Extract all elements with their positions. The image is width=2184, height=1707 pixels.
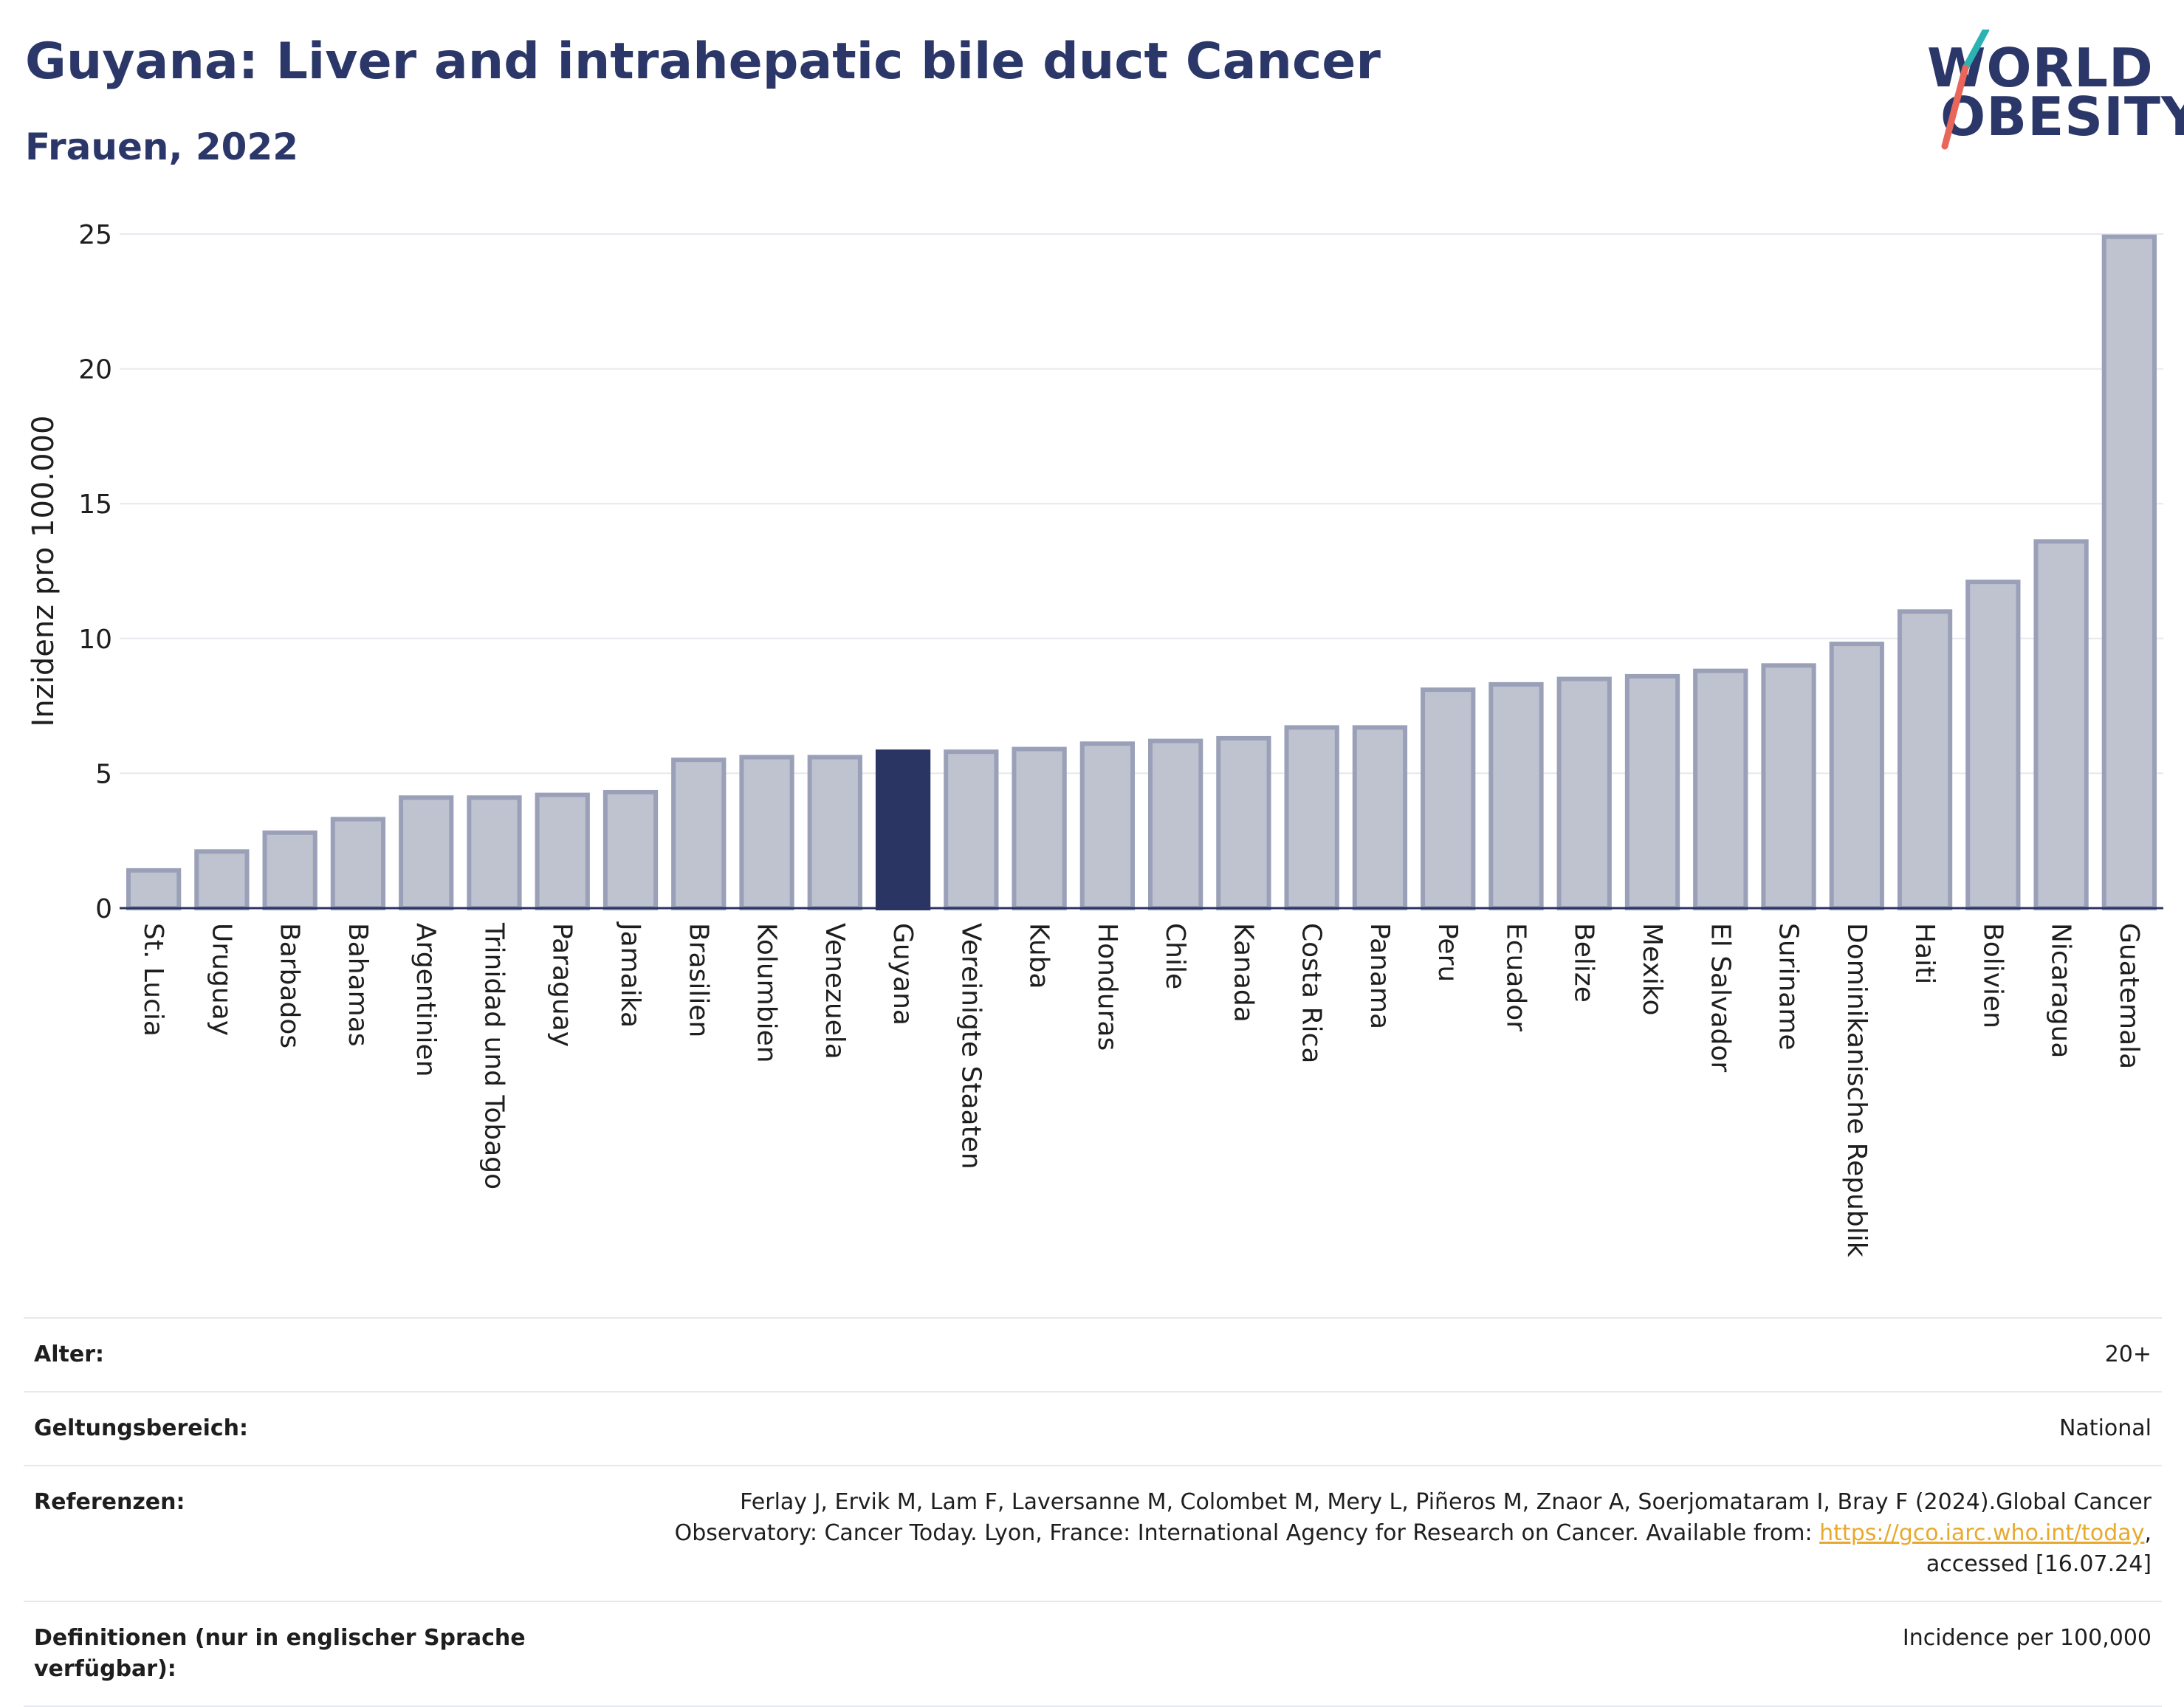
info-label: Geltungsbereich: (34, 1415, 249, 1441)
x-tick-label: Kolumbien (752, 923, 782, 1063)
x-tick-label: Chile (1160, 923, 1190, 989)
bar-suriname (1761, 663, 1816, 910)
x-tick-label: Jamaika (615, 921, 645, 1028)
bar-trinidad-und-tobago (467, 795, 522, 910)
x-tick-label: Mexiko (1637, 923, 1667, 1015)
bar-guyana (875, 749, 931, 911)
x-tick-label: Haiti (1909, 923, 1940, 984)
bar-guatemala (2101, 234, 2157, 911)
info-value: Ferlay J, Ervik M, Lam F, Laversanne M, … (601, 1487, 2152, 1580)
x-tick-label: Barbados (275, 923, 305, 1048)
x-tick-label: Trinidad und Tobago (478, 922, 509, 1189)
bar-haiti (1897, 609, 1953, 911)
chart-subtitle: Frauen, 2022 (25, 126, 299, 168)
bar-paraguay (535, 792, 590, 911)
info-row-definitions: Definitionen (nur in englischer Sprache … (24, 1601, 2162, 1707)
x-tick-label: Paraguay (547, 923, 577, 1047)
bar-kanada (1216, 735, 1271, 911)
x-tick-label: Costa Rica (1297, 923, 1327, 1063)
bar-el-salvador (1693, 668, 1748, 911)
info-row-age: Alter: 20+ (24, 1317, 2162, 1391)
reference-accessed: , accessed [16.07.24] (1926, 1520, 2152, 1577)
logo-slash-icon (1941, 30, 1990, 150)
bar-belize (1556, 676, 1612, 911)
info-label: Alter: (34, 1342, 104, 1367)
bar-argentinien (399, 795, 454, 910)
bar-ecuador (1488, 681, 1544, 910)
y-tick-label: 5 (95, 759, 112, 789)
bar-st-lucia (126, 868, 182, 911)
x-tick-label: Ecuador (1500, 923, 1531, 1031)
y-tick-label: 10 (78, 625, 112, 655)
x-tick-label: Peru (1432, 923, 1463, 982)
bar-dominikanische-republik (1829, 642, 1884, 910)
x-tick-label: Belize (1569, 923, 1599, 1003)
bar-peru (1421, 687, 1476, 910)
y-tick-label: 0 (95, 894, 112, 924)
x-tick-label: Guyana (887, 923, 918, 1026)
x-tick-label: El Salvador (1705, 923, 1735, 1072)
x-tick-label: Honduras (1092, 923, 1122, 1051)
x-tick-label: Suriname (1773, 923, 1804, 1051)
x-tick-label: Nicaragua (2046, 923, 2076, 1058)
x-tick-label: Vereinigte Staaten (955, 923, 986, 1170)
x-tick-label: Bahamas (343, 923, 373, 1047)
bar-mexiko (1624, 673, 1680, 910)
bar-honduras (1079, 741, 1136, 911)
bar-brasilien (671, 758, 727, 911)
info-row-references: Referenzen: Ferlay J, Ervik M, Lam F, La… (24, 1465, 2162, 1601)
y-tick-label: 25 (78, 220, 112, 250)
bar-kuba (1012, 746, 1067, 910)
info-table: Alter: 20+ Geltungsbereich: National Ref… (24, 1317, 2162, 1707)
bar-costa-rica (1284, 725, 1339, 910)
bar-panama (1352, 725, 1408, 910)
bar-nicaragua (2033, 539, 2089, 910)
x-tick-label: Kuba (1024, 923, 1054, 989)
bar-uruguay (194, 849, 250, 910)
chart-title: Guyana: Liver and intrahepatic bile duct… (25, 32, 1381, 91)
bar-vereinigte-staaten (944, 749, 999, 911)
x-tick-label: Uruguay (206, 923, 236, 1036)
bar-chart: 0 5 10 15 20 25 Inzidenz pro 100.000 St. Lucia U… (27, 220, 2163, 1257)
x-tick-label: Brasilien (683, 923, 713, 1037)
x-tick-label: Venezuela (820, 923, 850, 1059)
y-tick-label: 15 (78, 490, 112, 520)
info-label: Referenzen: (34, 1489, 185, 1515)
logo-text-line2: OBESITY (1940, 86, 2184, 148)
bar-kolumbien (739, 755, 794, 910)
x-tick-label: Guatemala (2114, 923, 2144, 1069)
bar-venezuela (807, 755, 862, 910)
info-label: Definitionen (nur in englischer Sprache … (34, 1625, 526, 1682)
info-value: National (2058, 1415, 2152, 1441)
x-tick-label: Panama (1364, 923, 1395, 1029)
world-obesity-logo: WORLD OBESITY (1927, 30, 2184, 155)
x-tick-label: Argentinien (411, 923, 441, 1077)
x-tick-label: Bolivien (1977, 923, 2008, 1028)
bar-barbados (262, 830, 317, 911)
y-axis-label: Inzidenz pro 100.000 (27, 416, 61, 727)
x-tick-label: Kanada (1228, 923, 1258, 1023)
bar-chile (1147, 738, 1203, 910)
bar-bolivien (1965, 580, 2021, 910)
info-row-scope: Geltungsbereich: National (24, 1391, 2162, 1465)
reference-text: Ferlay J, Ervik M, Lam F, Laversanne M, … (674, 1489, 2152, 1546)
bar-bahamas (330, 817, 386, 911)
x-tick-label: Dominikanische Republik (1841, 923, 1872, 1257)
info-value: Incidence per 100,000 (1902, 1625, 2152, 1651)
bar-jamaika (602, 789, 659, 910)
reference-link[interactable]: https://gco.iarc.who.int/today (1819, 1520, 2145, 1546)
x-tick-label: St. Lucia (138, 923, 168, 1037)
info-value: 20+ (2104, 1342, 2152, 1367)
y-tick-label: 20 (78, 355, 112, 385)
